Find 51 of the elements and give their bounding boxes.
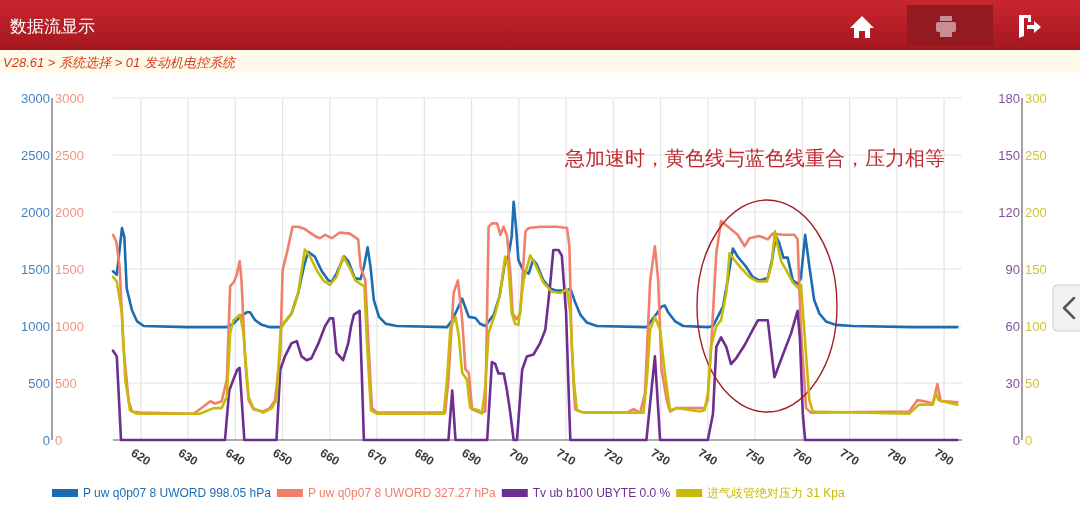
y-tick-label: 500 xyxy=(28,375,50,391)
y-tick-label: 0 xyxy=(1025,432,1033,448)
x-tick-label: 630 xyxy=(175,445,201,469)
y-tick-label: 0 xyxy=(42,432,50,448)
y3-tick-label: 30 xyxy=(1005,375,1020,391)
y2-tick-label: 500 xyxy=(55,375,77,391)
x-tick-label: 620 xyxy=(128,445,154,469)
x-tick-label: 760 xyxy=(790,445,815,469)
y-tick-label: 1500 xyxy=(21,261,50,277)
y-tick-label: 50 xyxy=(1025,375,1040,391)
x-tick-label: 770 xyxy=(837,445,863,469)
y2-tick-label: 3000 xyxy=(55,90,84,106)
x-tick-label: 750 xyxy=(742,445,768,469)
x-tick-label: 700 xyxy=(506,445,532,469)
x-tick-label: 790 xyxy=(931,445,957,469)
x-tick-label: 690 xyxy=(459,445,485,469)
y3-tick-label: 180 xyxy=(998,90,1020,106)
chart-title: 数据流显示 xyxy=(10,17,95,36)
y-tick-label: 100 xyxy=(1025,318,1047,334)
y2-tick-label: 2000 xyxy=(55,204,84,220)
x-tick-label: 720 xyxy=(601,445,626,469)
y3-tick-label: 60 xyxy=(1005,318,1020,334)
y-tick-label: 2500 xyxy=(21,147,50,163)
annotation: 急加速时，黄色线与蓝色线重合，压力相等 xyxy=(564,146,945,170)
y-tick-label: 250 xyxy=(1025,147,1047,163)
legend-label: Tv ub b100 UBYTE 0.0 % xyxy=(532,486,671,500)
y3-tick-label: 0 xyxy=(1012,432,1020,448)
y2-tick-label: 0 xyxy=(55,432,63,448)
y-tick-label: 3000 xyxy=(21,90,50,106)
x-tick-label: 710 xyxy=(553,445,579,469)
x-tick-label: 730 xyxy=(648,445,674,469)
y3-tick-label: 120 xyxy=(998,204,1020,220)
x-tick-label: 660 xyxy=(317,445,343,469)
y3-tick-label: 150 xyxy=(998,147,1020,163)
x-tick-label: 740 xyxy=(695,445,721,469)
chart-subtitle: V28.61 > 系统选择 > 01 发动机电控系统 xyxy=(3,55,237,70)
y3-tick-label: 90 xyxy=(1005,261,1020,277)
y-tick-label: 300 xyxy=(1025,90,1047,106)
y2-tick-label: 1500 xyxy=(55,261,84,277)
x-tick-label: 640 xyxy=(223,445,248,469)
y-tick-label: 150 xyxy=(1025,261,1047,277)
x-tick-label: 680 xyxy=(412,445,437,469)
x-tick-label: 670 xyxy=(364,445,390,469)
y-tick-label: 200 xyxy=(1025,204,1047,220)
y-tick-label: 1000 xyxy=(21,318,50,334)
y2-tick-label: 2500 xyxy=(55,147,84,163)
legend-label: 进气歧管绝对压力 31 Kpa xyxy=(707,486,845,500)
y-tick-label: 2000 xyxy=(21,204,50,220)
x-tick-label: 650 xyxy=(270,445,296,469)
x-tick-label: 780 xyxy=(884,445,910,469)
y2-tick-label: 1000 xyxy=(55,318,84,334)
